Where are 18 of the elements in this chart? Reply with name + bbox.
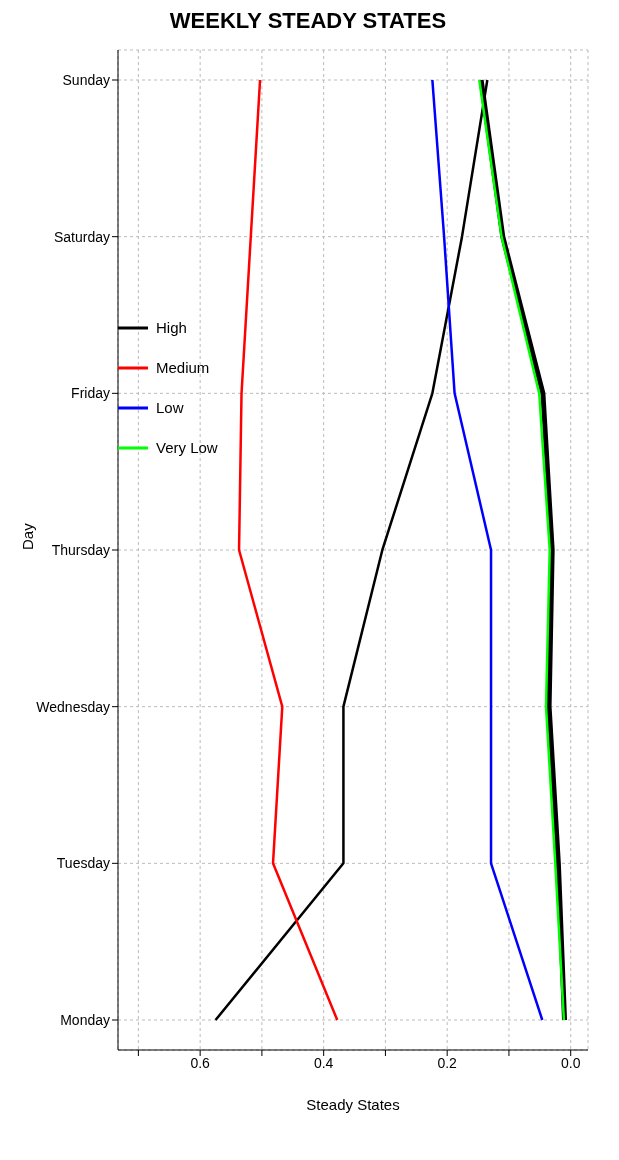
y-tick-label: Tuesday [56,855,110,872]
x-tick-label: 0.0 [560,1054,581,1071]
y-axis-title: Day [19,522,37,550]
x-tick-label: 0.6 [190,1054,211,1071]
legend-label: Medium [156,358,210,378]
x-tick-label: 0.2 [437,1054,458,1071]
y-tick-label: Friday [71,385,110,402]
x-axis-title: Steady States [306,1096,400,1113]
legend-label: Very Low [156,438,218,458]
y-tick-label: Thursday [51,541,110,558]
y-tick-label: Monday [60,1011,110,1028]
y-tick-label: Sunday [62,71,110,88]
y-tick-label: Saturday [53,228,110,245]
y-tick-label: Wednesday [36,698,110,715]
legend-label: Low [156,398,184,418]
x-tick-label: 0.4 [313,1054,334,1071]
legend-label: High [156,318,187,338]
chart-title: WEEKLY STEADY STATES [168,8,448,34]
